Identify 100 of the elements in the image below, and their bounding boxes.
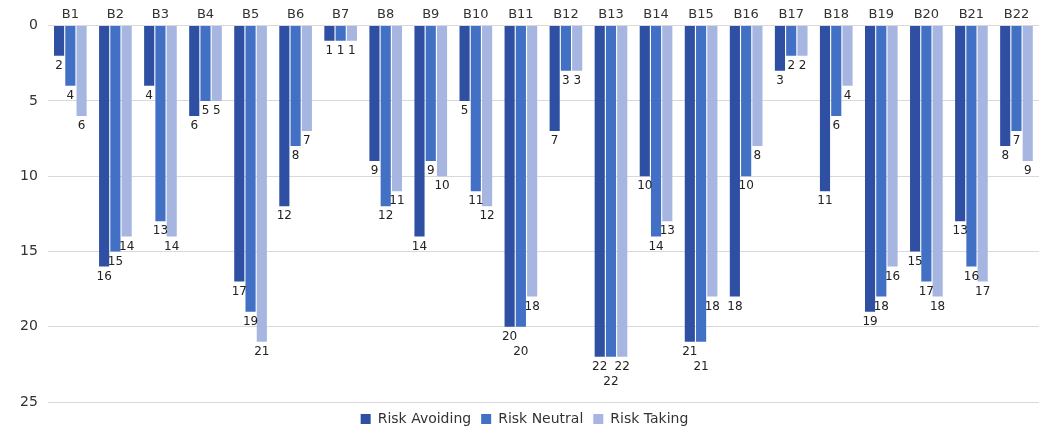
bar — [425, 26, 436, 162]
data-label: 11 — [468, 193, 484, 208]
bar — [200, 26, 211, 101]
data-label: 10 — [434, 178, 450, 193]
y-tick-label: 5 — [28, 91, 38, 108]
bar — [966, 26, 977, 267]
bar — [166, 26, 177, 237]
bar — [436, 26, 448, 177]
bar — [696, 26, 707, 342]
data-label: 14 — [164, 238, 180, 253]
bar — [639, 26, 650, 177]
x-tick-label: B14 — [643, 6, 669, 22]
bar — [155, 26, 166, 222]
bar — [301, 26, 312, 131]
data-label: 22 — [614, 358, 630, 373]
y-tick-label: 0 — [28, 16, 38, 33]
bar — [76, 26, 87, 116]
bar — [842, 26, 853, 86]
bar — [797, 26, 808, 56]
bar — [774, 26, 786, 71]
data-label: 18 — [929, 298, 946, 313]
bar — [605, 26, 617, 357]
bar — [380, 26, 391, 207]
x-tick-label: B12 — [553, 6, 579, 22]
data-label: 18 — [524, 298, 540, 313]
bar — [414, 26, 425, 237]
x-tick-label: B9 — [422, 6, 440, 22]
bar — [1000, 26, 1011, 147]
bar — [527, 26, 538, 297]
data-label: 10 — [738, 178, 754, 193]
x-tick-label: B21 — [958, 6, 985, 22]
x-tick-label: B22 — [1003, 6, 1030, 22]
data-label: 13 — [659, 223, 675, 238]
bar — [662, 26, 673, 222]
bar — [324, 26, 335, 41]
bar — [515, 26, 526, 327]
bar — [110, 26, 121, 252]
bar — [99, 26, 110, 267]
data-label: 18 — [873, 298, 889, 313]
y-tick-label: 10 — [19, 166, 38, 183]
bar — [876, 26, 887, 297]
bar — [459, 26, 470, 101]
data-label: 4 — [843, 87, 852, 102]
data-label: 9 — [426, 163, 435, 178]
data-label: 2 — [55, 57, 63, 72]
bar — [650, 26, 662, 237]
data-label: 20 — [513, 343, 529, 358]
bar — [256, 26, 267, 342]
data-label: 8 — [291, 148, 300, 163]
data-label: 9 — [1023, 163, 1032, 178]
x-tick-label: B4 — [196, 6, 215, 22]
bar — [369, 26, 380, 162]
bar — [572, 26, 583, 71]
bar — [189, 26, 200, 116]
x-tick-label: B5 — [241, 6, 260, 22]
bar — [470, 26, 481, 192]
data-label: 6 — [77, 118, 86, 133]
data-label: 12 — [276, 208, 292, 223]
x-tick-label: B3 — [151, 6, 170, 22]
data-label: 3 — [562, 72, 570, 87]
data-label: 18 — [727, 298, 743, 313]
bar — [786, 26, 797, 56]
bar — [245, 26, 256, 312]
bar — [391, 26, 403, 192]
data-label: 15 — [107, 253, 124, 268]
bar — [279, 26, 290, 207]
bar — [741, 26, 752, 177]
data-label: 7 — [550, 133, 559, 148]
bar — [617, 26, 628, 357]
data-label: 16 — [963, 268, 980, 283]
bar — [560, 26, 571, 71]
data-label: 14 — [648, 238, 664, 253]
x-tick-label: B13 — [598, 6, 624, 22]
bar — [121, 26, 132, 237]
y-tick-label: 15 — [19, 242, 38, 259]
data-label: 9 — [370, 163, 379, 178]
legend-label: Risk Avoiding — [377, 409, 472, 426]
data-label: 5 — [460, 103, 469, 117]
y-tick-label: 25 — [19, 392, 38, 409]
x-tick-label: B15 — [688, 6, 714, 22]
bar — [482, 26, 493, 207]
data-label: 3 — [573, 72, 582, 87]
data-label: 2 — [787, 57, 796, 72]
x-tick-label: B16 — [733, 6, 759, 22]
bar — [955, 26, 966, 222]
bar — [144, 26, 155, 86]
data-label: 21 — [254, 343, 270, 358]
bar — [504, 26, 515, 327]
bar — [1011, 26, 1022, 131]
data-label: 8 — [753, 148, 762, 163]
bar — [932, 26, 943, 297]
data-label: 16 — [884, 268, 901, 283]
data-label: 6 — [190, 118, 199, 133]
bar — [684, 26, 695, 342]
data-label: 14 — [119, 238, 135, 253]
data-label: 13 — [152, 223, 169, 238]
bar — [752, 26, 763, 147]
x-tick-label: B2 — [106, 6, 124, 22]
bar — [234, 26, 245, 282]
bar — [729, 26, 740, 297]
